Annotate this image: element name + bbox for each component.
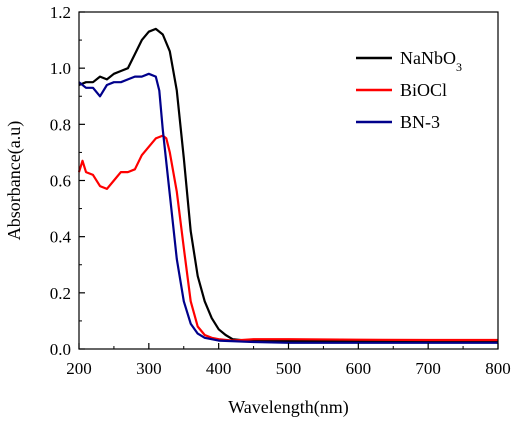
legend-label-1: BiOCl <box>400 80 447 100</box>
legend-label-2: BN-3 <box>400 112 440 132</box>
x-tick-label: 400 <box>206 359 232 378</box>
plot-lines <box>77 27 498 344</box>
y-tick-label: 0.2 <box>50 284 71 303</box>
y-tick-label: 0.6 <box>50 172 71 191</box>
x-axis-title: Wavelength(nm) <box>228 397 349 418</box>
y-tick-label: 0.4 <box>50 228 72 247</box>
legend-subscript: 3 <box>456 60 462 74</box>
y-tick-label: 1.0 <box>50 59 71 78</box>
y-tick-label: 1.2 <box>50 3 71 22</box>
y-tick-label: 0.8 <box>50 115 71 134</box>
x-tick-label: 300 <box>136 359 162 378</box>
x-tick-label: 700 <box>415 359 441 378</box>
y-tick-label: 0.0 <box>50 340 71 359</box>
x-tick-label: 800 <box>485 359 511 378</box>
y-axis-ticks: 0.0 0.2 0.4 0.6 0.8 1.0 1.2 <box>50 3 85 359</box>
x-axis-ticks: 200 300 400 500 600 700 800 <box>66 343 511 378</box>
x-tick-label: 600 <box>346 359 372 378</box>
y-axis-title: Absorbance(a.u) <box>4 121 25 240</box>
series-line-1 <box>77 134 498 342</box>
series-line-2 <box>78 72 498 344</box>
chart-legend: NaNbO3 BiOCl BN-3 <box>356 48 462 132</box>
x-tick-label: 200 <box>66 359 92 378</box>
x-tick-label: 500 <box>276 359 302 378</box>
legend-label-0: NaNbO3 <box>400 48 462 74</box>
